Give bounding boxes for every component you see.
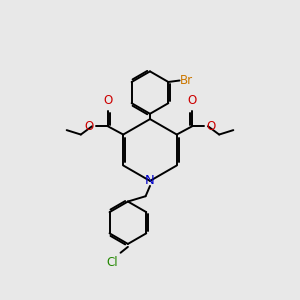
Text: O: O	[85, 120, 94, 133]
Text: Cl: Cl	[106, 256, 118, 269]
Text: O: O	[206, 120, 215, 133]
Text: Br: Br	[180, 74, 193, 87]
Text: N: N	[145, 174, 155, 188]
Text: O: O	[188, 94, 197, 107]
Text: O: O	[103, 94, 112, 107]
